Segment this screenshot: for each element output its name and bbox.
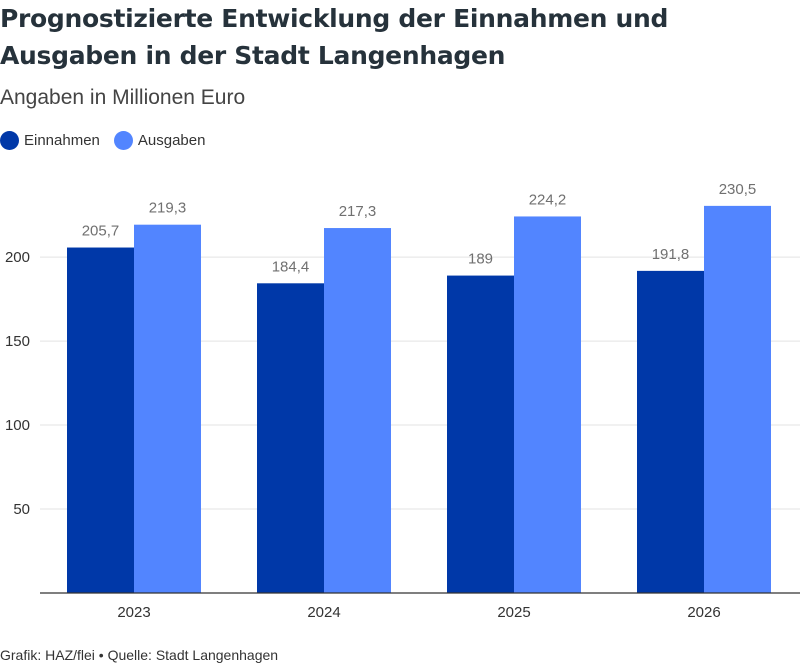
x-tick-label: 2026	[687, 604, 720, 621]
x-tick-label: 2025	[497, 604, 530, 621]
legend-label-einnahmen: Einnahmen	[24, 132, 100, 149]
bar-einnahmen-2024	[257, 283, 324, 593]
data-label: 217,3	[339, 203, 377, 220]
bar-einnahmen-2025	[447, 275, 514, 593]
bar-ausgaben-2023	[134, 224, 201, 593]
legend-label-ausgaben: Ausgaben	[137, 132, 206, 149]
y-tick-label: 200	[5, 249, 30, 266]
bar-ausgaben-2025	[514, 216, 581, 593]
y-tick-label: 100	[5, 417, 30, 434]
source-footer: Grafik: HAZ/flei • Quelle: Stadt Langenh…	[0, 647, 279, 663]
x-tick-label: 2023	[117, 604, 150, 621]
bar-ausgaben-2026	[704, 205, 771, 593]
data-label: 224,2	[529, 191, 567, 208]
chart-subtitle: Angaben in Millionen Euro	[0, 86, 246, 109]
data-label: 230,5	[719, 181, 757, 198]
x-tick-label: 2024	[307, 604, 340, 621]
legend: Einnahmen Ausgaben	[0, 131, 219, 150]
legend-swatch-ausgaben	[113, 131, 133, 150]
legend-swatch-einnahmen	[0, 131, 19, 150]
bar-einnahmen-2026	[637, 270, 704, 593]
bar-ausgaben-2024	[324, 228, 391, 593]
legend-item-einnahmen: Einnahmen	[0, 131, 100, 150]
data-label: 189	[468, 251, 493, 268]
chart-title: Prognostizierte Entwicklung der Einnahme…	[0, 4, 669, 70]
data-label: 219,3	[149, 200, 187, 217]
bar-einnahmen-2023	[67, 247, 134, 593]
data-label: 184,4	[272, 258, 310, 275]
y-tick-label: 150	[5, 333, 30, 350]
bar-chart: 50 100 150 200 205,7 219,3 2023 184,4 217,3 2024 1…	[5, 181, 800, 621]
data-label: 191,8	[652, 246, 690, 263]
legend-item-ausgaben: Ausgaben	[113, 131, 206, 150]
data-label: 205,7	[82, 223, 120, 240]
y-tick-label: 50	[13, 501, 30, 518]
